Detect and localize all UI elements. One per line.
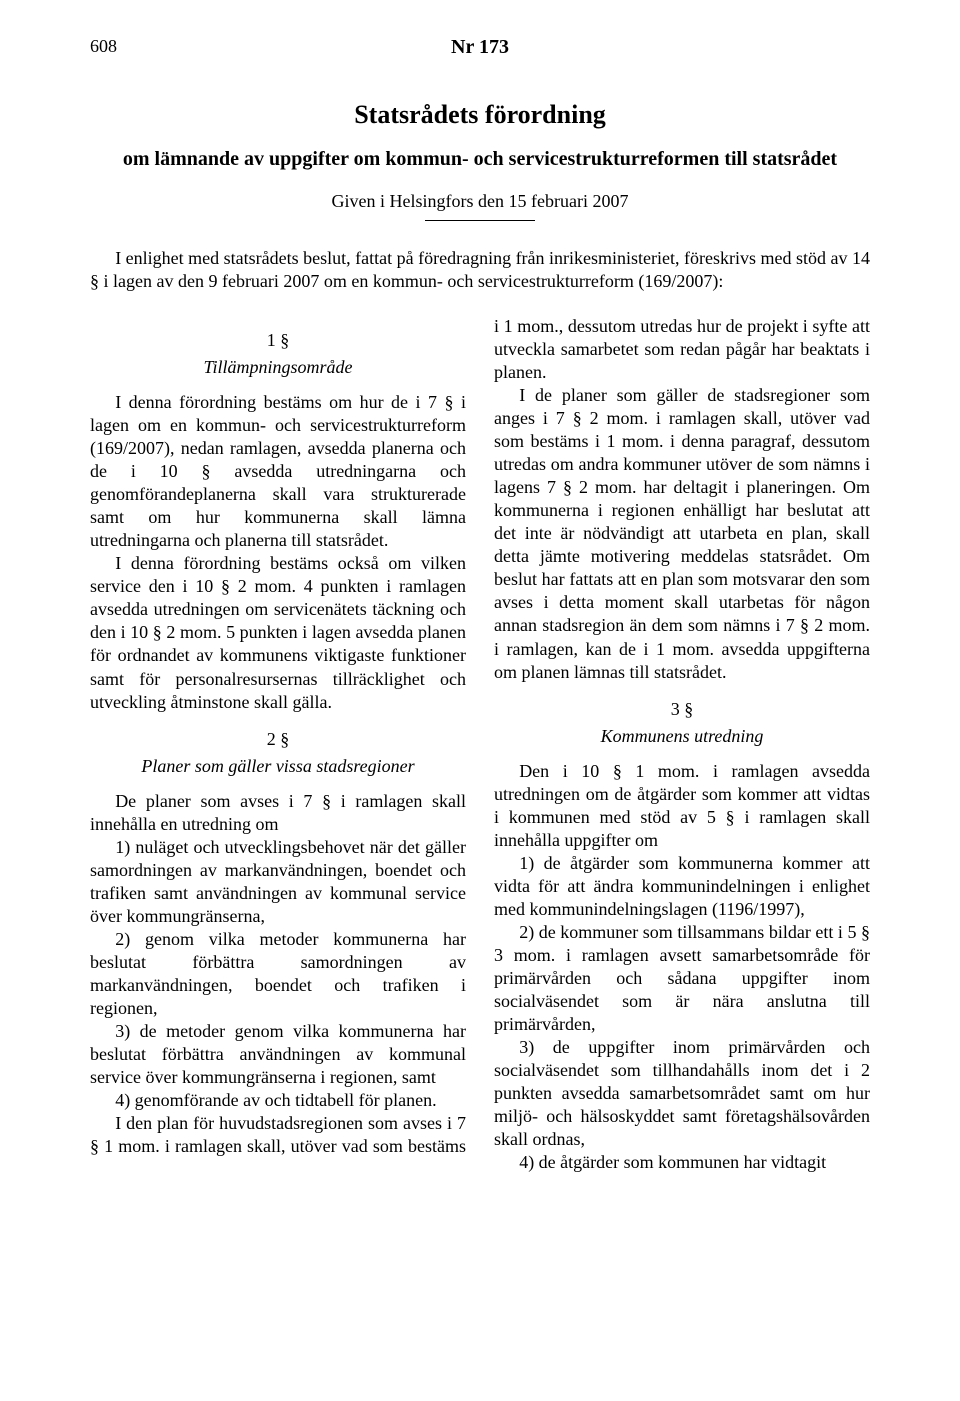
- body-paragraph: 4) de åtgärder som kommunen har vidtagit: [494, 1151, 870, 1174]
- body-paragraph: 2) genom vilka metoder kommunerna har be…: [90, 928, 466, 1020]
- body-paragraph: Den i 10 § 1 mom. i ramlagen avsedda utr…: [494, 760, 870, 852]
- body-paragraph: I denna förordning bestäms om hur de i 7…: [90, 391, 466, 552]
- title-rule: [425, 220, 535, 221]
- section-title: Planer som gäller vissa stadsregioner: [90, 755, 466, 778]
- body-paragraph: 1) nuläget och utvecklingsbehovet när de…: [90, 836, 466, 928]
- body-paragraph: 2) de kommuner som tillsammans bildar et…: [494, 921, 870, 1036]
- running-head: 608 Nr 173: [90, 36, 870, 64]
- body-paragraph: 4) genomförande av och tidtabell för pla…: [90, 1089, 466, 1112]
- section-title: Tillämpningsområde: [90, 356, 466, 379]
- section-number: 3 §: [494, 698, 870, 721]
- body-columns: 1 § Tillämpningsområde I denna förordnin…: [90, 315, 870, 1174]
- section-title: Kommunens utredning: [494, 725, 870, 748]
- body-paragraph: 3) de uppgifter inom primärvården och so…: [494, 1036, 870, 1151]
- page-number: 608: [90, 36, 117, 57]
- given-line: Given i Helsingfors den 15 februari 2007: [90, 191, 870, 212]
- preamble-paragraph: I enlighet med statsrådets beslut, fatta…: [90, 247, 870, 293]
- section-number: 1 §: [90, 329, 466, 352]
- body-paragraph: I denna förordning bestäms också om vilk…: [90, 552, 466, 713]
- page: 608 Nr 173 Statsrådets förordning om läm…: [0, 0, 960, 1401]
- body-paragraph: I de planer som gäller de stadsregioner …: [494, 384, 870, 683]
- document-title: Statsrådets förordning: [90, 100, 870, 130]
- document-subtitle: om lämnande av uppgifter om kommun- och …: [90, 148, 870, 171]
- body-paragraph: 1) de åtgärder som kommunerna kommer att…: [494, 852, 870, 921]
- body-paragraph: De planer som avses i 7 § i ramlagen ska…: [90, 790, 466, 836]
- body-paragraph: 3) de metoder genom vilka kommunerna har…: [90, 1020, 466, 1089]
- section-number: 2 §: [90, 728, 466, 751]
- document-number: Nr 173: [451, 36, 509, 59]
